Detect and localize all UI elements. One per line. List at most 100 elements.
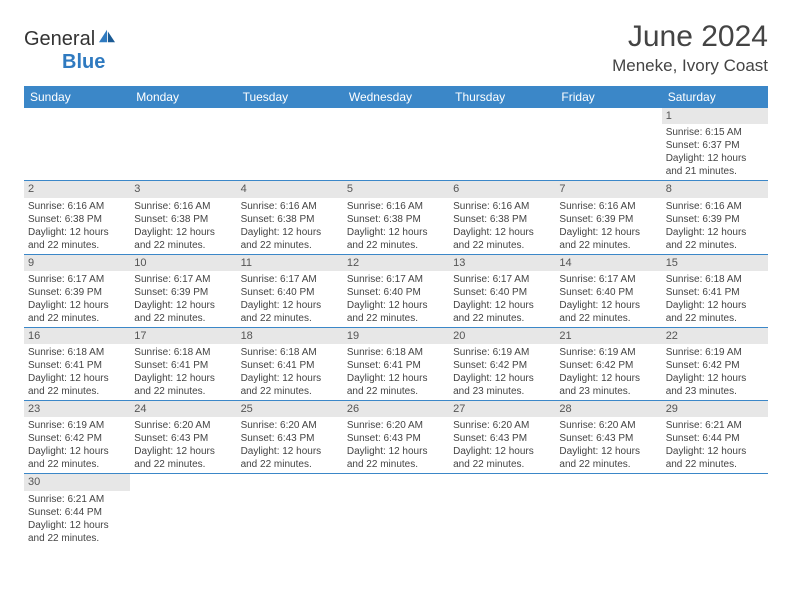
calendar-cell <box>449 474 555 547</box>
sunrise-line: Sunrise: 6:18 AM <box>28 346 126 359</box>
calendar-cell: 2Sunrise: 6:16 AMSunset: 6:38 PMDaylight… <box>24 181 130 254</box>
daylight-line: Daylight: 12 hours and 22 minutes. <box>134 299 232 325</box>
sunset-line: Sunset: 6:40 PM <box>241 286 339 299</box>
sunset-line: Sunset: 6:39 PM <box>134 286 232 299</box>
sunrise-line: Sunrise: 6:17 AM <box>28 273 126 286</box>
calendar-cell <box>555 474 661 547</box>
daylight-line: Daylight: 12 hours and 22 minutes. <box>347 226 445 252</box>
day-content: Sunrise: 6:20 AMSunset: 6:43 PMDaylight:… <box>449 417 555 473</box>
calendar-cell: 3Sunrise: 6:16 AMSunset: 6:38 PMDaylight… <box>130 181 236 254</box>
day-number: 2 <box>24 181 130 197</box>
calendar-cell: 18Sunrise: 6:18 AMSunset: 6:41 PMDayligh… <box>237 327 343 400</box>
day-content: Sunrise: 6:20 AMSunset: 6:43 PMDaylight:… <box>237 417 343 473</box>
calendar-cell <box>343 474 449 547</box>
day-number: 29 <box>662 401 768 417</box>
daylight-line: Daylight: 12 hours and 22 minutes. <box>28 445 126 471</box>
day-content: Sunrise: 6:18 AMSunset: 6:41 PMDaylight:… <box>237 344 343 400</box>
location: Meneke, Ivory Coast <box>612 56 768 76</box>
calendar-cell: 17Sunrise: 6:18 AMSunset: 6:41 PMDayligh… <box>130 327 236 400</box>
sunset-line: Sunset: 6:41 PM <box>134 359 232 372</box>
sunrise-line: Sunrise: 6:16 AM <box>241 200 339 213</box>
sunset-line: Sunset: 6:43 PM <box>453 432 551 445</box>
day-number: 18 <box>237 328 343 344</box>
calendar-cell: 7Sunrise: 6:16 AMSunset: 6:39 PMDaylight… <box>555 181 661 254</box>
day-header: Tuesday <box>237 86 343 108</box>
sunset-line: Sunset: 6:41 PM <box>28 359 126 372</box>
daylight-line: Daylight: 12 hours and 22 minutes. <box>28 226 126 252</box>
daylight-line: Daylight: 12 hours and 22 minutes. <box>666 445 764 471</box>
day-number: 5 <box>343 181 449 197</box>
sunrise-line: Sunrise: 6:17 AM <box>559 273 657 286</box>
sunrise-line: Sunrise: 6:16 AM <box>559 200 657 213</box>
calendar-cell: 9Sunrise: 6:17 AMSunset: 6:39 PMDaylight… <box>24 254 130 327</box>
day-header: Thursday <box>449 86 555 108</box>
calendar-cell <box>343 108 449 181</box>
daylight-line: Daylight: 12 hours and 23 minutes. <box>453 372 551 398</box>
day-content: Sunrise: 6:18 AMSunset: 6:41 PMDaylight:… <box>24 344 130 400</box>
daylight-line: Daylight: 12 hours and 22 minutes. <box>559 445 657 471</box>
calendar-row: 30Sunrise: 6:21 AMSunset: 6:44 PMDayligh… <box>24 474 768 547</box>
sunrise-line: Sunrise: 6:17 AM <box>134 273 232 286</box>
sunrise-line: Sunrise: 6:20 AM <box>241 419 339 432</box>
day-number: 24 <box>130 401 236 417</box>
day-content: Sunrise: 6:20 AMSunset: 6:43 PMDaylight:… <box>130 417 236 473</box>
calendar-cell: 14Sunrise: 6:17 AMSunset: 6:40 PMDayligh… <box>555 254 661 327</box>
day-content: Sunrise: 6:17 AMSunset: 6:40 PMDaylight:… <box>237 271 343 327</box>
sunrise-line: Sunrise: 6:15 AM <box>666 126 764 139</box>
calendar-cell: 27Sunrise: 6:20 AMSunset: 6:43 PMDayligh… <box>449 401 555 474</box>
calendar-cell: 21Sunrise: 6:19 AMSunset: 6:42 PMDayligh… <box>555 327 661 400</box>
day-content: Sunrise: 6:19 AMSunset: 6:42 PMDaylight:… <box>662 344 768 400</box>
day-number: 10 <box>130 255 236 271</box>
daylight-line: Daylight: 12 hours and 22 minutes. <box>347 299 445 325</box>
sunset-line: Sunset: 6:39 PM <box>28 286 126 299</box>
day-content: Sunrise: 6:16 AMSunset: 6:38 PMDaylight:… <box>449 198 555 254</box>
calendar-body: 1Sunrise: 6:15 AMSunset: 6:37 PMDaylight… <box>24 108 768 547</box>
sunset-line: Sunset: 6:38 PM <box>134 213 232 226</box>
daylight-line: Daylight: 12 hours and 22 minutes. <box>347 372 445 398</box>
sunset-line: Sunset: 6:43 PM <box>134 432 232 445</box>
daylight-line: Daylight: 12 hours and 22 minutes. <box>453 445 551 471</box>
day-content: Sunrise: 6:16 AMSunset: 6:38 PMDaylight:… <box>24 198 130 254</box>
day-number: 1 <box>662 108 768 124</box>
day-number: 3 <box>130 181 236 197</box>
day-content: Sunrise: 6:21 AMSunset: 6:44 PMDaylight:… <box>662 417 768 473</box>
sunset-line: Sunset: 6:44 PM <box>666 432 764 445</box>
calendar-cell: 26Sunrise: 6:20 AMSunset: 6:43 PMDayligh… <box>343 401 449 474</box>
day-number: 14 <box>555 255 661 271</box>
logo-text-blue: Blue <box>62 51 105 73</box>
day-content: Sunrise: 6:15 AMSunset: 6:37 PMDaylight:… <box>662 124 768 180</box>
sunrise-line: Sunrise: 6:17 AM <box>453 273 551 286</box>
calendar-cell <box>662 474 768 547</box>
calendar-cell <box>237 474 343 547</box>
sunset-line: Sunset: 6:41 PM <box>241 359 339 372</box>
calendar-cell: 6Sunrise: 6:16 AMSunset: 6:38 PMDaylight… <box>449 181 555 254</box>
day-content: Sunrise: 6:18 AMSunset: 6:41 PMDaylight:… <box>662 271 768 327</box>
sunset-line: Sunset: 6:43 PM <box>241 432 339 445</box>
calendar-cell: 22Sunrise: 6:19 AMSunset: 6:42 PMDayligh… <box>662 327 768 400</box>
daylight-line: Daylight: 12 hours and 22 minutes. <box>453 299 551 325</box>
daylight-line: Daylight: 12 hours and 22 minutes. <box>241 445 339 471</box>
day-number: 11 <box>237 255 343 271</box>
day-number: 19 <box>343 328 449 344</box>
day-number: 13 <box>449 255 555 271</box>
calendar-cell: 25Sunrise: 6:20 AMSunset: 6:43 PMDayligh… <box>237 401 343 474</box>
daylight-line: Daylight: 12 hours and 22 minutes. <box>241 226 339 252</box>
sunrise-line: Sunrise: 6:21 AM <box>666 419 764 432</box>
day-header: Sunday <box>24 86 130 108</box>
day-number: 4 <box>237 181 343 197</box>
day-content: Sunrise: 6:17 AMSunset: 6:40 PMDaylight:… <box>343 271 449 327</box>
day-content: Sunrise: 6:20 AMSunset: 6:43 PMDaylight:… <box>555 417 661 473</box>
calendar-cell: 16Sunrise: 6:18 AMSunset: 6:41 PMDayligh… <box>24 327 130 400</box>
day-content: Sunrise: 6:16 AMSunset: 6:39 PMDaylight:… <box>662 198 768 254</box>
daylight-line: Daylight: 12 hours and 22 minutes. <box>241 372 339 398</box>
sunrise-line: Sunrise: 6:17 AM <box>241 273 339 286</box>
daylight-line: Daylight: 12 hours and 22 minutes. <box>28 299 126 325</box>
day-content: Sunrise: 6:19 AMSunset: 6:42 PMDaylight:… <box>555 344 661 400</box>
logo: GeneralBlue <box>24 20 117 74</box>
day-content: Sunrise: 6:16 AMSunset: 6:38 PMDaylight:… <box>237 198 343 254</box>
sunrise-line: Sunrise: 6:20 AM <box>559 419 657 432</box>
daylight-line: Daylight: 12 hours and 23 minutes. <box>559 372 657 398</box>
calendar-cell: 24Sunrise: 6:20 AMSunset: 6:43 PMDayligh… <box>130 401 236 474</box>
day-content: Sunrise: 6:19 AMSunset: 6:42 PMDaylight:… <box>449 344 555 400</box>
calendar-row: 1Sunrise: 6:15 AMSunset: 6:37 PMDaylight… <box>24 108 768 181</box>
